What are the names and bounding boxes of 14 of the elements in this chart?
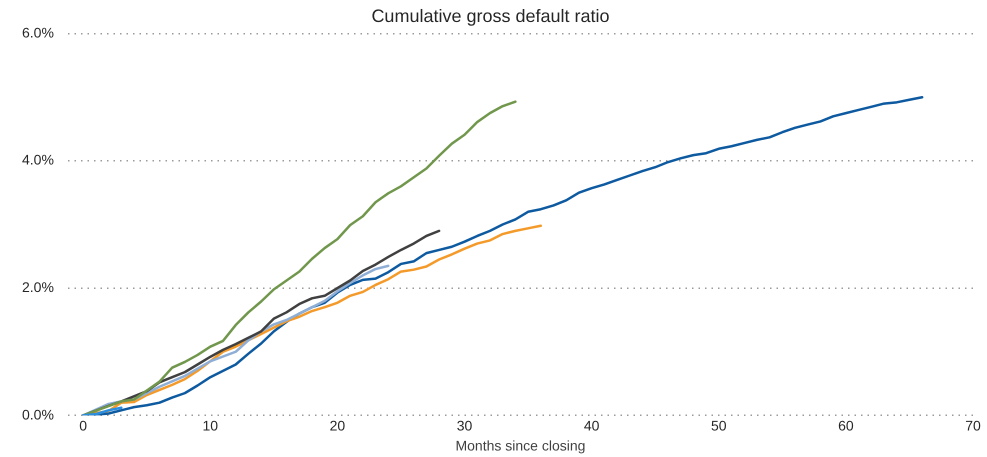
x-tick-label: 20 xyxy=(330,418,346,434)
x-tick-label: 50 xyxy=(710,418,727,434)
y-tick-label: 4.0% xyxy=(22,152,54,168)
x-tick-label: 40 xyxy=(584,418,600,434)
x-tick-label: 60 xyxy=(838,418,854,434)
x-tick-label: 30 xyxy=(456,418,473,434)
y-tick-label: 6.0% xyxy=(22,24,54,40)
x-axis-title: Months since closing xyxy=(455,437,586,454)
x-tick-label: 10 xyxy=(202,418,218,434)
y-tick-label: 2.0% xyxy=(22,278,54,295)
y-tick-label: 0.0% xyxy=(22,406,54,422)
x-tick-label: 70 xyxy=(965,418,981,434)
x-tick-label: 0 xyxy=(79,418,88,434)
chart-title: Cumulative gross default ratio xyxy=(371,6,610,26)
